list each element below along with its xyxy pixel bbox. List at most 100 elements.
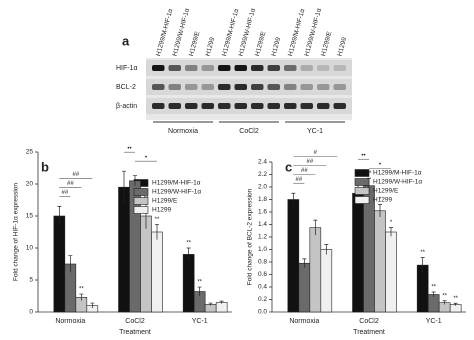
bar — [427, 294, 440, 313]
bar — [53, 215, 66, 313]
y-tick-label: 2.0 — [258, 184, 267, 191]
legend-label: H1299/E — [152, 198, 178, 205]
y-tick-label: 2.2 — [258, 171, 267, 178]
band — [317, 103, 330, 109]
band — [300, 84, 313, 90]
bracket-label: •• — [361, 153, 365, 159]
legend-swatch — [354, 169, 370, 177]
band — [267, 65, 280, 71]
bar — [374, 210, 386, 313]
legend-label: H1299/M-HIF-1α — [373, 170, 422, 177]
column-label: H1299/E — [254, 30, 267, 57]
x-tick-label: YC-1 — [192, 318, 208, 325]
error-bar — [431, 291, 436, 297]
y-tick-label: 0.6 — [258, 271, 267, 278]
y-tick-label: 25 — [26, 149, 34, 156]
significance-label: * — [390, 220, 393, 226]
error-bar — [68, 255, 73, 273]
x-axis-label: Treatment — [353, 329, 385, 336]
bracket-label: ## — [67, 181, 74, 187]
significance-label: ** — [367, 171, 372, 177]
error-bar — [90, 302, 95, 309]
band — [267, 103, 280, 109]
significance-label: ** — [442, 293, 447, 299]
bar — [140, 215, 152, 313]
significance-label: ** — [155, 217, 160, 223]
x-tick-label: Normoxia — [55, 318, 85, 325]
significance-label: ** — [420, 250, 425, 256]
column-label: H1299 — [337, 36, 349, 57]
band — [317, 65, 330, 71]
blot-strip — [146, 60, 352, 76]
legend-swatch — [133, 188, 149, 196]
band — [152, 84, 165, 90]
band — [284, 84, 297, 90]
y-tick-label: 0.0 — [258, 309, 267, 316]
error-bar — [186, 247, 191, 261]
y-tick-label: 10 — [26, 245, 34, 252]
significance-label: ** — [453, 296, 458, 302]
band — [251, 65, 264, 71]
y-tick-label: 0.8 — [258, 259, 267, 266]
error-bar — [122, 170, 127, 204]
y-axis-label: Fold change of HIF-1α expression — [13, 183, 20, 281]
bar — [352, 192, 364, 313]
bar — [363, 185, 375, 313]
legend-label: H1299/E — [373, 188, 399, 195]
group-label: CoCl2 — [239, 128, 259, 135]
band — [300, 103, 313, 109]
band — [168, 65, 181, 71]
band — [168, 103, 181, 109]
row-label: BCL-2 — [116, 84, 136, 91]
error-bar — [197, 286, 202, 296]
significance-label: * — [379, 197, 382, 203]
band — [201, 65, 214, 71]
bar — [385, 231, 397, 313]
band — [284, 103, 297, 109]
panel-label: c — [285, 159, 292, 174]
error-bar — [442, 300, 447, 305]
column-label: H1299 — [205, 36, 217, 57]
y-tick-label: 2.4 — [258, 159, 267, 166]
y-tick-label: 5 — [29, 277, 33, 284]
column-label: H1299/E — [188, 30, 201, 57]
bracket-label: # — [314, 150, 318, 156]
error-bar — [154, 223, 159, 240]
band — [234, 65, 247, 71]
error-bar — [219, 300, 224, 304]
band — [267, 84, 280, 90]
row-label: HIF-1α — [116, 65, 138, 72]
error-bar — [420, 257, 425, 273]
bracket-label: ## — [72, 172, 79, 178]
band — [234, 103, 247, 109]
bar — [118, 186, 130, 313]
error-bar — [57, 206, 62, 226]
error-bar — [79, 293, 84, 301]
significance-label: ** — [431, 285, 436, 291]
y-tick-label: 20 — [26, 181, 34, 188]
y-tick-label: 1.4 — [258, 221, 267, 228]
legend-label: H1299 — [373, 197, 393, 204]
bar — [298, 262, 311, 313]
legend-label: H1299/W-HIF-1α — [373, 179, 422, 186]
y-tick-label: 0.2 — [258, 296, 267, 303]
band — [234, 84, 247, 90]
x-tick-label: Normoxia — [289, 318, 319, 325]
legend-swatch — [354, 187, 370, 195]
error-bar — [208, 302, 213, 306]
bracket-label: ## — [306, 159, 313, 165]
band — [317, 84, 330, 90]
panel-label: b — [41, 159, 49, 174]
error-bar — [302, 258, 307, 268]
significance-label: ** — [79, 287, 84, 293]
bracket-label: •• — [127, 146, 131, 152]
legend-label: H1299 — [152, 207, 172, 214]
band — [218, 84, 231, 90]
bar — [309, 227, 322, 313]
bracket-label: • — [145, 155, 147, 161]
band — [251, 103, 264, 109]
legend-swatch — [133, 206, 149, 214]
y-tick-label: 0 — [29, 309, 33, 316]
bracket-label: ## — [301, 168, 308, 174]
